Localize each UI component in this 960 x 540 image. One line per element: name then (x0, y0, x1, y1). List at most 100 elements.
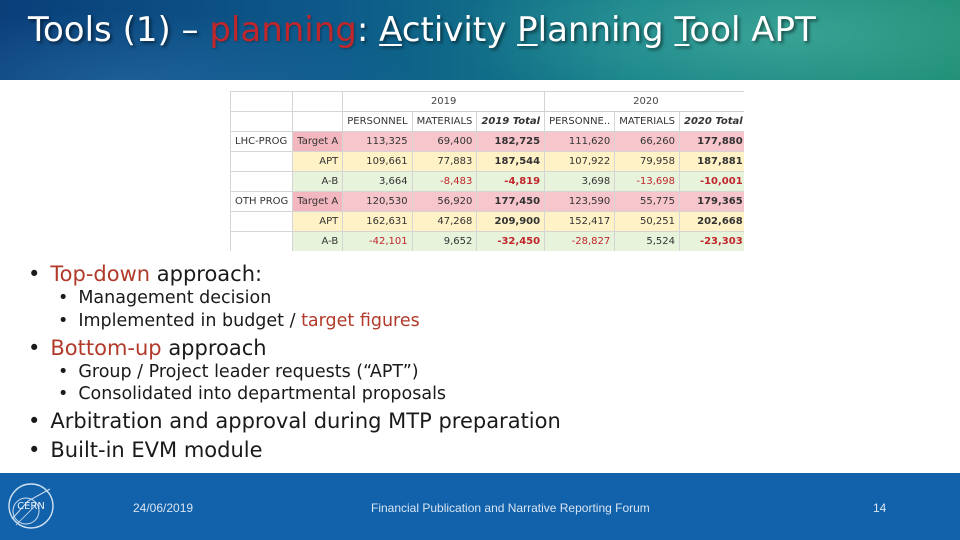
bullet-text: approach: (150, 262, 263, 286)
group-spacer (230, 231, 294, 251)
footer-event: Financial Publication and Narrative Repo… (371, 501, 650, 515)
column-header: PERSONNE.. (544, 111, 616, 132)
bullet-icon: • (28, 262, 41, 286)
corner-cell (292, 91, 344, 112)
band-texture (420, 0, 960, 80)
column-header: 2019 Total (476, 111, 546, 132)
table-cell: 109,661 (342, 151, 413, 172)
bullet-text: Built-in EVM module (50, 438, 263, 462)
bullet-icon: • (58, 362, 69, 382)
title-underlined-letter: P (517, 10, 538, 50)
group-label: OTH PROG (230, 191, 294, 212)
row-label: APT (292, 211, 344, 232)
table-row: A-B 3,664 -8,483 -4,819 3,698 -13,698 -1… (230, 171, 744, 192)
column-header: 2020 Total (679, 111, 744, 132)
table-cell: 79,958 (614, 151, 681, 172)
bullet-icon: • (58, 288, 69, 308)
page-number: 14 (873, 501, 887, 515)
column-header: MATERIALS (614, 111, 681, 132)
title-part: lanning (537, 10, 675, 50)
table-cell: 69,400 (411, 131, 478, 152)
table-cell: -32,450 (476, 231, 546, 251)
bullet-icon: • (58, 384, 69, 404)
table-cell: 50,251 (614, 211, 681, 232)
table-cell: -10,001 (679, 171, 744, 192)
bullet-text: Arbitration and approval during MTP prep… (50, 409, 561, 433)
bullet-text: Implemented in budget / (78, 311, 302, 331)
apt-table: 2019 2020 PERSONNEL MATERIALS 2019 Total… (230, 91, 744, 251)
bullet-arbitration: • Arbitration and approval during MTP pre… (28, 409, 561, 433)
title-band: Tools (1) – planning: Activity Planning … (0, 0, 960, 80)
column-header: PERSONNEL (342, 111, 413, 132)
title-underlined-letter: A (379, 10, 402, 50)
bullet-text: Consolidated into departmental proposals (78, 384, 447, 404)
table-cell: 66,260 (614, 131, 681, 152)
table-cell: 209,900 (476, 211, 546, 232)
bullet-top-down: • Top-down approach: (28, 262, 262, 286)
table-cell: -23,303 (679, 231, 744, 251)
group-label: LHC-PROG (230, 131, 294, 152)
footer-bar: CERN (0, 473, 960, 540)
table-cell: 202,668 (679, 211, 744, 232)
table-cell: 120,530 (342, 191, 413, 212)
bullet-accent: Top-down (50, 262, 151, 286)
column-header-row: PERSONNEL MATERIALS 2019 Total PERSONNE.… (230, 111, 744, 132)
sub-bullet: • Consolidated into departmental proposal… (58, 384, 446, 404)
corner-cell (230, 91, 294, 112)
table-cell: -4,819 (476, 171, 546, 192)
logo-text: CERN (17, 501, 45, 512)
table-cell: 111,620 (544, 131, 616, 152)
table-row: LHC-PROG Target A 113,325 69,400 182,725… (230, 131, 744, 152)
corner-cell (292, 111, 344, 132)
title-accent: planning (209, 10, 357, 50)
table-cell: 77,883 (411, 151, 478, 172)
table-cell: 182,725 (476, 131, 546, 152)
table-cell: 3,664 (342, 171, 413, 192)
table-cell: -8,483 (411, 171, 478, 192)
title-part: ctivity (401, 10, 518, 50)
footer-date: 24/06/2019 (133, 501, 194, 515)
group-spacer (230, 171, 294, 192)
row-label: Target A (292, 131, 344, 152)
table-cell: -13,698 (614, 171, 681, 192)
row-label: A-B (292, 231, 344, 251)
slide-title: Tools (1) – planning: Activity Planning … (28, 10, 816, 50)
table-row: OTH PROG Target A 120,530 56,920 177,450… (230, 191, 744, 212)
sub-bullet: • Management decision (58, 288, 271, 308)
table-cell: 187,881 (679, 151, 744, 172)
table-cell: 5,524 (614, 231, 681, 251)
table-cell: 187,544 (476, 151, 546, 172)
table-row: APT 109,661 77,883 187,544 107,922 79,95… (230, 151, 744, 172)
table-cell: 152,417 (544, 211, 616, 232)
table-cell: 9,652 (411, 231, 478, 251)
year-header-row: 2019 2020 (230, 91, 744, 112)
bullet-icon: • (58, 311, 69, 331)
table-cell: -28,827 (544, 231, 616, 251)
corner-cell (230, 111, 294, 132)
row-label: APT (292, 151, 344, 172)
group-spacer (230, 151, 294, 172)
table-cell: 123,590 (544, 191, 616, 212)
bullet-icon: • (28, 409, 41, 433)
band-texture (0, 10, 420, 80)
sub-bullet: • Implemented in budget / target figures (58, 311, 420, 331)
table-cell: 177,880 (679, 131, 744, 152)
table-cell: 55,775 (614, 191, 681, 212)
bullet-text: Management decision (78, 288, 272, 308)
bullet-icon: • (28, 336, 41, 360)
table-cell: 162,631 (342, 211, 413, 232)
table-row: A-B -42,101 9,652 -32,450 -28,827 5,524 … (230, 231, 744, 251)
table-cell: 179,365 (679, 191, 744, 212)
row-label: A-B (292, 171, 344, 192)
table-cell: 47,268 (411, 211, 478, 232)
bullet-bottom-up: • Bottom-up approach (28, 336, 267, 360)
title-part: : (356, 10, 380, 50)
bullet-evm: • Built-in EVM module (28, 438, 263, 462)
title-part: Tools (1) – (28, 10, 210, 50)
bullet-accent: target figures (301, 311, 420, 331)
table-cell: 107,922 (544, 151, 616, 172)
table-row: APT 162,631 47,268 209,900 152,417 50,25… (230, 211, 744, 232)
table-cell: 177,450 (476, 191, 546, 212)
column-header: MATERIALS (411, 111, 478, 132)
title-part: ool APT (689, 10, 816, 50)
